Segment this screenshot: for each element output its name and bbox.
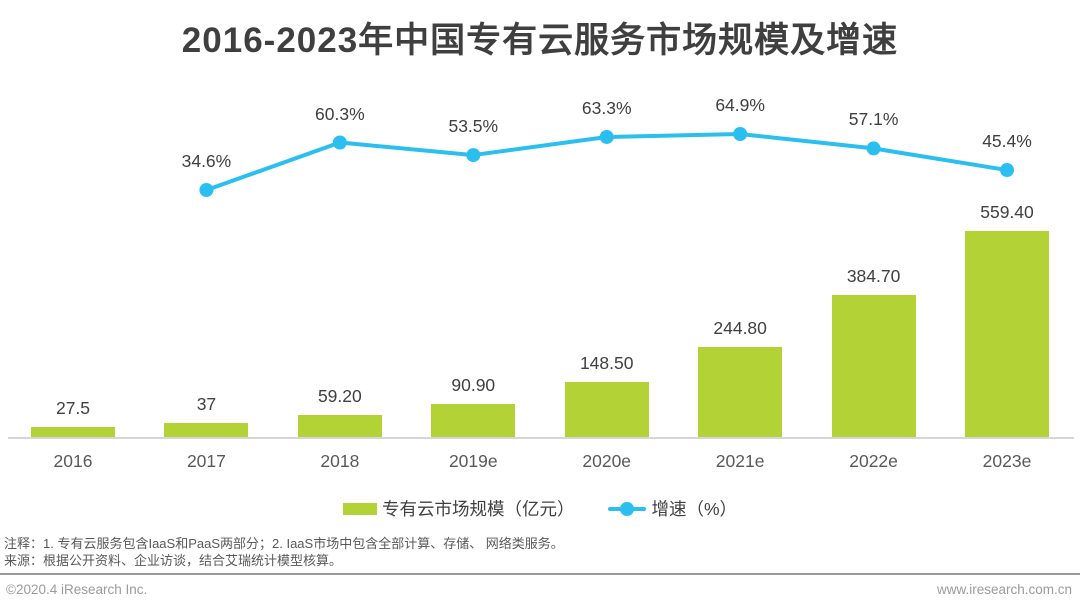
growth-point [466,148,481,163]
x-axis-label: 2018 [320,451,360,471]
legend-item-bar: 专有云市场规模（亿元） [342,496,575,521]
chart-area: 27.5 2016 37 2017 59.20 2018 90.90 2019e 148.50 2… [0,80,1080,480]
bar-value-label: 384.70 [846,266,901,287]
x-axis-label: 2020e [582,451,632,471]
source-line: 来源：根据公开资料、企业访谈，结合艾瑞统计模型核算。 [4,552,343,568]
notes-line: 注释：1. 专有云服务包含IaaS和PaaS两部分；2. IaaS市场中包含全部… [4,536,564,551]
bar [431,403,516,437]
chart-title: 2016-2023年中国专有云服务市场规模及增速 [181,21,899,60]
x-axis-label: 2023e [982,451,1032,471]
growth-point [599,129,614,144]
growth-point [733,127,748,142]
bar-value-label: 90.90 [451,374,496,395]
bar-value-label: 244.80 [713,317,767,338]
footer-copyright: ©2020.4 iResearch Inc. [6,582,148,597]
bar-series-label: 专有云市场规模（亿元） [381,499,575,519]
x-axis-label: 2017 [186,451,226,471]
growth-point [332,135,347,150]
line-series-marker-icon [608,501,647,516]
growth-value-label: 45.4% [982,131,1032,152]
bar [164,423,249,437]
legend-item-line: 增速（%） [608,496,737,521]
bar [831,295,916,437]
bar-value-label: 148.50 [579,353,634,374]
growth-point [1000,163,1015,178]
x-axis-label: 2022e [849,451,898,471]
growth-value-label: 63.3% [581,97,632,118]
growth-point [866,141,881,156]
x-axis-label: 2016 [53,451,93,471]
footer-url: www.iresearch.com.cn [936,582,1072,597]
bar-value-label: 559.40 [980,202,1034,223]
bar [564,382,649,437]
bar-series-swatch-icon [342,502,377,515]
notes-block: 注释：1. 专有云服务包含IaaS和PaaS两部分；2. IaaS市场中包含全部… [4,536,1076,569]
bar-value-label: 59.20 [317,386,362,407]
bar-value-label: 37 [196,394,217,415]
bar [698,346,783,437]
bar [297,415,382,437]
line-series-label: 增速（%） [651,499,738,519]
growth-value-label: 64.9% [715,95,765,115]
x-axis-label: 2019e [448,451,498,471]
legend: 专有云市场规模（亿元） 增速（%） [0,496,1080,521]
bar [965,231,1049,437]
x-axis-label: 2021e [715,451,765,471]
bar-value-label: 27.5 [55,397,91,418]
growth-value-label: 34.6% [181,151,232,171]
footer-divider [0,573,1080,575]
growth-value-label: 60.3% [315,103,365,124]
growth-point [199,183,214,197]
growth-value-label: 53.5% [448,116,499,137]
bar [31,426,115,437]
footer: ©2020.4 iResearch Inc. www.iresearch.com… [6,582,1072,597]
growth-line-svg [199,127,1015,197]
x-axis-line [8,437,1074,439]
growth-value-label: 57.1% [848,109,899,130]
